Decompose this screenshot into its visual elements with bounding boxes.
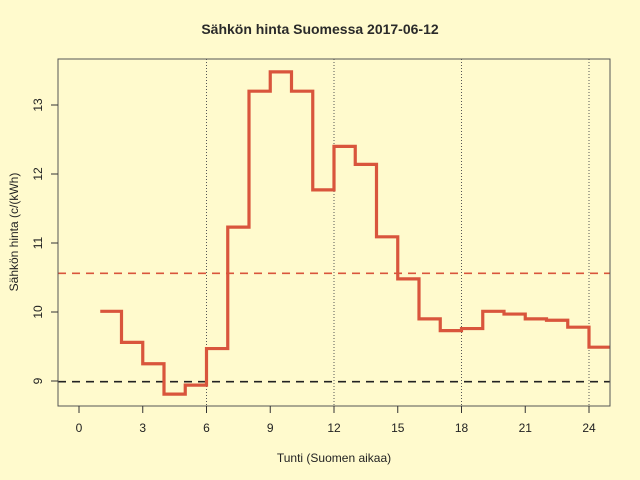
x-tick-label: 18	[455, 421, 469, 435]
price-step-line	[100, 70, 610, 396]
x-tick-label: 12	[327, 421, 341, 435]
y-tick-label: 12	[31, 167, 45, 181]
y-tick-label: 13	[31, 98, 45, 112]
x-tick-label: 6	[203, 421, 210, 435]
y-tick-label: 9	[31, 377, 45, 384]
y-axis-label: Sähkön hinta (c/(kWh)	[7, 172, 21, 292]
x-tick-label: 0	[76, 421, 83, 435]
x-tick-label: 9	[267, 421, 274, 435]
x-tick-label: 24	[582, 421, 596, 435]
x-tick-label: 21	[519, 421, 533, 435]
y-tick-label: 11	[31, 236, 45, 249]
x-tick-label: 15	[391, 421, 405, 435]
x-axis-label: Tunti (Suomen aikaa)	[276, 451, 392, 465]
chart-title: Sähkön hinta Suomessa 2017-06-12	[201, 21, 439, 37]
y-tick-label: 10	[31, 305, 45, 319]
x-tick-label: 3	[139, 421, 146, 435]
